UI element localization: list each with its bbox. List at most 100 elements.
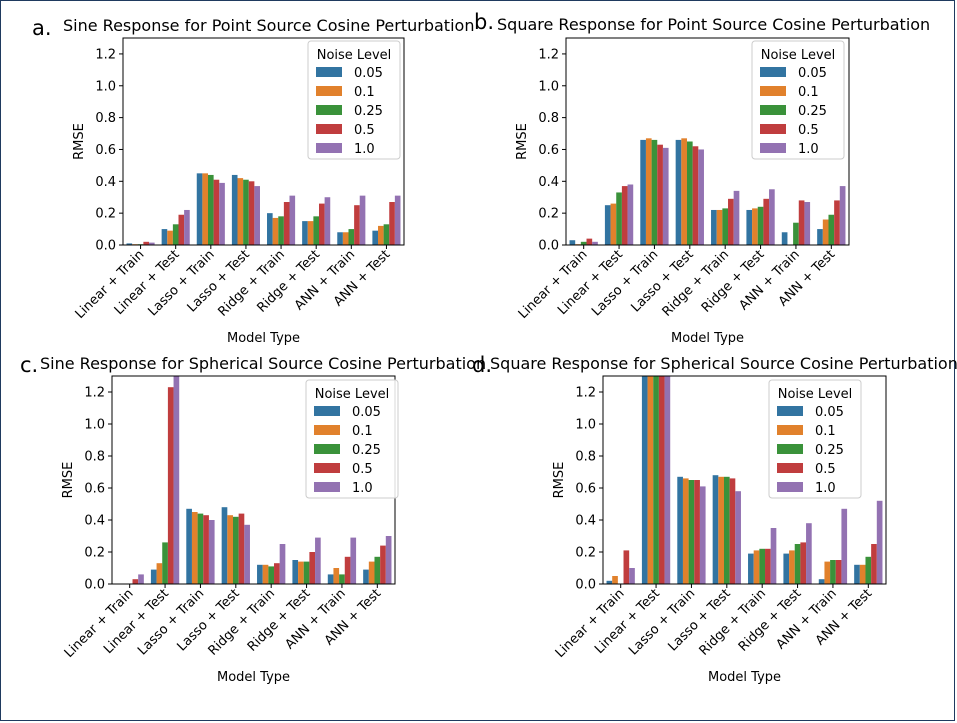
legend-label: 0.05 xyxy=(352,405,381,420)
legend-label: 0.25 xyxy=(798,104,827,119)
y-tick-label: 0.4 xyxy=(538,175,559,190)
bar-1.0-7 xyxy=(350,537,357,584)
bar-0.5-2 xyxy=(178,214,185,245)
legend-swatch-1.0 xyxy=(777,482,803,492)
legend-label: 0.1 xyxy=(815,424,836,439)
legend-swatch-0.05 xyxy=(314,406,340,416)
panel-label: d. xyxy=(472,353,492,377)
chart-title: Square Response for Spherical Source Cos… xyxy=(490,354,957,373)
bar-0.1-7 xyxy=(333,568,340,584)
bar-1.0-6 xyxy=(769,189,775,245)
legend-swatch-0.05 xyxy=(316,67,342,77)
y-tick-label: 1.0 xyxy=(95,79,116,94)
bar-1.0-4 xyxy=(735,491,741,584)
bar-1.0-7 xyxy=(841,508,848,584)
y-tick-label: 0.2 xyxy=(538,207,559,222)
bar-0.1-8 xyxy=(822,219,829,245)
bar-0.5-1 xyxy=(132,579,139,584)
bar-0.25-3 xyxy=(651,139,658,245)
bar-0.05-1 xyxy=(569,240,576,245)
bar-0.05-3 xyxy=(640,139,646,245)
y-tick-label: 1.2 xyxy=(538,47,559,62)
axes-frame xyxy=(602,375,887,585)
axes-frame xyxy=(565,37,850,246)
bar-1.0-7 xyxy=(804,202,811,245)
legend-swatch-0.25 xyxy=(777,444,803,454)
bar-0.05-6 xyxy=(292,560,299,584)
legend-swatch-0.05 xyxy=(760,67,786,77)
legend-label: 1.0 xyxy=(354,142,375,157)
bar-0.25-8 xyxy=(383,224,390,245)
bar-0.05-3 xyxy=(677,476,683,584)
bar-0.05-7 xyxy=(337,232,343,245)
y-tick-label: 1.2 xyxy=(84,386,105,401)
bar-0.1-6 xyxy=(307,221,314,245)
bar-0.25-7 xyxy=(793,222,799,245)
y-tick-label: 0.4 xyxy=(84,514,105,529)
bar-0.1-3 xyxy=(202,173,209,245)
x-axis-label: Model Type xyxy=(671,331,744,346)
legend-label: 0.5 xyxy=(798,123,819,138)
legend-label: 0.25 xyxy=(815,443,844,458)
bar-1.0-5 xyxy=(733,190,740,245)
y-axis-label: RMSE xyxy=(515,123,530,160)
panel-label: c. xyxy=(20,353,38,377)
bar-0.05-5 xyxy=(711,209,717,245)
y-tick-label: 1.0 xyxy=(538,79,559,94)
legend-swatch-0.25 xyxy=(314,444,340,454)
bar-0.25-2 xyxy=(616,192,622,245)
bar-1.0-5 xyxy=(770,528,777,584)
bar-1.0-6 xyxy=(806,523,812,584)
bar-0.1-2 xyxy=(647,376,654,584)
legend-title: Noise Level xyxy=(778,387,853,402)
bar-0.05-8 xyxy=(363,569,369,584)
bar-0.5-4 xyxy=(729,478,736,584)
bar-1.0-8 xyxy=(394,195,401,245)
y-tick-label: 0.6 xyxy=(95,143,116,158)
legend-swatch-0.25 xyxy=(316,105,342,115)
panel-label: b. xyxy=(474,10,494,34)
legend: Noise Level 0.05 0.1 0.25 0.5 1.0 xyxy=(305,379,399,499)
bar-0.5-7 xyxy=(835,560,842,584)
chart-title: Sine Response for Point Source Cosine Pe… xyxy=(63,16,474,35)
bar-0.05-8 xyxy=(854,564,860,584)
bar-1.0-1 xyxy=(629,568,635,584)
bar-0.5-7 xyxy=(354,205,360,245)
bar-1.0-2 xyxy=(184,209,190,245)
bar-0.1-3 xyxy=(682,478,689,584)
bar-0.5-6 xyxy=(800,542,807,584)
bar-1.0-5 xyxy=(279,544,286,584)
bar-0.05-4 xyxy=(675,139,682,245)
bar-0.05-6 xyxy=(302,221,308,245)
legend: Noise Level 0.05 0.1 0.25 0.5 1.0 xyxy=(751,40,845,160)
bar-0.1-4 xyxy=(718,476,724,584)
chart-panel-3: c. Sine Response for Spherical Source Cos… xyxy=(20,353,486,685)
legend-swatch-1.0 xyxy=(760,143,786,153)
y-tick-label: 0.4 xyxy=(575,514,596,529)
bar-0.5-3 xyxy=(657,144,663,245)
bar-0.25-4 xyxy=(723,476,730,584)
legend-label: 0.05 xyxy=(798,66,827,81)
legend-label: 0.25 xyxy=(354,104,383,119)
bar-0.5-4 xyxy=(238,513,245,584)
bar-0.5-6 xyxy=(763,198,770,245)
bar-0.5-2 xyxy=(621,186,628,245)
bar-0.25-5 xyxy=(759,548,766,584)
bar-0.25-4 xyxy=(686,141,693,245)
bar-0.25-3 xyxy=(688,480,695,584)
bar-0.5-5 xyxy=(283,202,290,245)
bar-0.05-7 xyxy=(781,232,788,245)
legend-swatch-0.05 xyxy=(777,406,803,416)
legend-swatch-0.25 xyxy=(760,105,786,115)
bar-1.0-1 xyxy=(148,242,155,245)
bar-0.5-4 xyxy=(692,146,699,245)
bar-layer xyxy=(569,138,846,245)
y-tick-label: 0.6 xyxy=(84,482,105,497)
legend-label: 1.0 xyxy=(352,481,373,496)
y-tick-label: 0.0 xyxy=(84,578,105,593)
chart-panel-4: d.Square Response for Spherical Source C… xyxy=(472,353,957,685)
bar-0.5-1 xyxy=(143,241,149,245)
bar-0.1-5 xyxy=(753,550,760,584)
